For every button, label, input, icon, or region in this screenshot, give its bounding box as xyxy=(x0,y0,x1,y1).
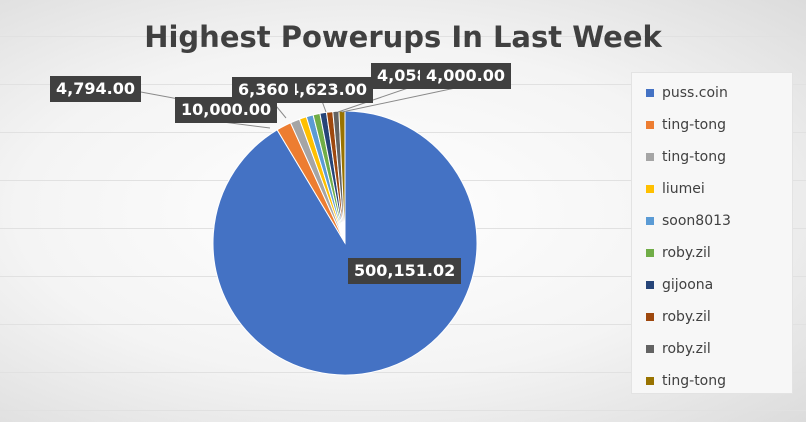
legend-label: roby.zil xyxy=(662,309,711,325)
legend-item: roby.zil xyxy=(646,243,711,263)
legend-item: ting-tong xyxy=(646,147,726,167)
gridline xyxy=(0,410,806,411)
legend-label: roby.zil xyxy=(662,341,711,357)
legend-swatch xyxy=(646,89,654,97)
chart-legend: puss.coin ting-tong ting-tong liumei soon801… xyxy=(631,72,793,394)
data-label: 6,360 xyxy=(232,77,295,103)
legend-swatch xyxy=(646,249,654,257)
legend-item: puss.coin xyxy=(646,83,728,103)
legend-swatch xyxy=(646,345,654,353)
legend-item: ting-tong xyxy=(646,115,726,135)
gridline xyxy=(0,372,806,373)
legend-swatch xyxy=(646,313,654,321)
data-label: 4,000.00 xyxy=(420,63,511,89)
legend-item: roby.zil xyxy=(646,307,711,327)
legend-swatch xyxy=(646,217,654,225)
leader-line xyxy=(337,86,412,113)
data-label: 4,623.00 xyxy=(282,77,373,103)
legend-swatch xyxy=(646,153,654,161)
data-label: 4,794.00 xyxy=(50,76,141,102)
legend-swatch xyxy=(646,377,654,385)
legend-swatch xyxy=(646,121,654,129)
data-label: 500,151.02 xyxy=(348,258,462,284)
legend-label: soon8013 xyxy=(662,213,731,229)
data-label: 10,000.00 xyxy=(175,97,278,123)
legend-item: liumei xyxy=(646,179,705,199)
legend-label: roby.zil xyxy=(662,245,711,261)
leader-line xyxy=(341,86,461,113)
legend-item: gijoona xyxy=(646,275,713,295)
legend-item: roby.zil xyxy=(646,339,711,359)
legend-item: soon8013 xyxy=(646,211,731,231)
legend-label: liumei xyxy=(662,181,705,197)
legend-label: ting-tong xyxy=(662,373,727,389)
gridline xyxy=(0,36,806,37)
legend-label: puss.coin xyxy=(662,85,728,101)
legend-label: gijoona xyxy=(662,277,714,293)
legend-label: ting-tong xyxy=(662,149,727,165)
legend-swatch xyxy=(646,185,654,193)
legend-label: ting-tong xyxy=(662,117,727,133)
legend-swatch xyxy=(646,281,654,289)
chart-title: Highest Powerups In Last Week xyxy=(144,20,662,54)
legend-item: ting-tong xyxy=(646,371,726,391)
